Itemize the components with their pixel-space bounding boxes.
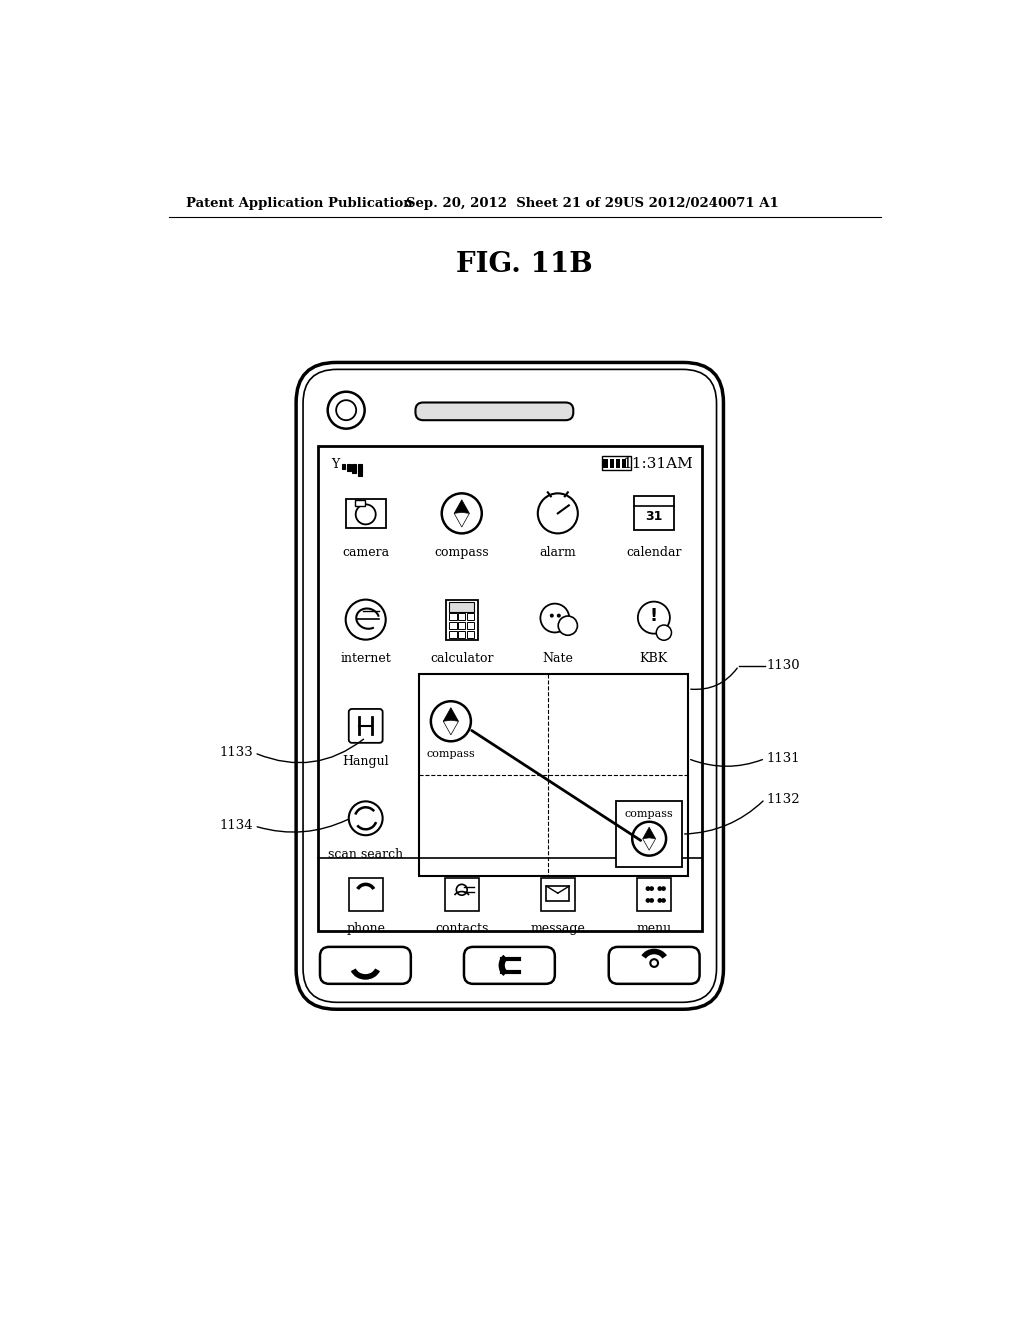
Text: Y: Y bbox=[332, 458, 340, 471]
Text: compass: compass bbox=[625, 809, 674, 818]
Circle shape bbox=[645, 886, 650, 891]
Bar bbox=[541, 878, 574, 911]
Bar bbox=[615, 459, 621, 469]
Circle shape bbox=[557, 614, 561, 618]
Text: menu: menu bbox=[636, 923, 672, 936]
Bar bbox=[354, 500, 365, 506]
Bar bbox=[450, 631, 457, 638]
Circle shape bbox=[657, 886, 663, 891]
Circle shape bbox=[328, 392, 365, 429]
Text: 11:31AM: 11:31AM bbox=[622, 457, 692, 471]
Text: Sep. 20, 2012  Sheet 21 of 29: Sep. 20, 2012 Sheet 21 of 29 bbox=[407, 197, 624, 210]
Circle shape bbox=[638, 602, 670, 634]
Circle shape bbox=[336, 400, 356, 420]
Bar bbox=[450, 602, 474, 612]
Bar bbox=[458, 631, 465, 638]
Bar bbox=[346, 499, 386, 528]
Text: message: message bbox=[530, 923, 586, 936]
Text: Hangul: Hangul bbox=[342, 755, 389, 768]
Bar bbox=[357, 465, 361, 475]
Circle shape bbox=[649, 898, 654, 903]
Circle shape bbox=[349, 801, 383, 836]
Circle shape bbox=[656, 626, 672, 640]
Text: 1130: 1130 bbox=[767, 659, 800, 672]
FancyBboxPatch shape bbox=[349, 709, 383, 743]
Text: Nate: Nate bbox=[543, 652, 573, 665]
Text: 1132: 1132 bbox=[767, 792, 800, 805]
Bar bbox=[450, 614, 457, 620]
Text: internet: internet bbox=[340, 652, 391, 665]
Bar bbox=[467, 631, 474, 638]
Circle shape bbox=[657, 898, 663, 903]
Text: calendar: calendar bbox=[626, 545, 682, 558]
Polygon shape bbox=[443, 708, 459, 721]
Text: 31: 31 bbox=[645, 511, 663, 524]
Bar bbox=[450, 622, 457, 630]
Bar bbox=[349, 878, 383, 911]
Circle shape bbox=[431, 701, 471, 742]
Bar bbox=[616, 801, 682, 867]
Text: FIG. 11B: FIG. 11B bbox=[457, 251, 593, 279]
Bar bbox=[603, 459, 608, 469]
Circle shape bbox=[550, 614, 554, 618]
Text: camera: camera bbox=[342, 545, 389, 558]
Text: calculator: calculator bbox=[430, 652, 494, 665]
Bar bbox=[467, 614, 474, 620]
Bar bbox=[637, 878, 671, 911]
Text: scan search: scan search bbox=[328, 847, 403, 861]
Circle shape bbox=[645, 898, 650, 903]
Circle shape bbox=[441, 494, 481, 533]
Text: KBK: KBK bbox=[640, 652, 668, 665]
Text: compass: compass bbox=[426, 748, 475, 759]
Polygon shape bbox=[455, 512, 469, 527]
Text: US 2012/0240071 A1: US 2012/0240071 A1 bbox=[624, 197, 779, 210]
FancyBboxPatch shape bbox=[608, 946, 699, 983]
Circle shape bbox=[346, 599, 386, 640]
Bar bbox=[458, 614, 465, 620]
Text: 1131: 1131 bbox=[767, 752, 800, 766]
Circle shape bbox=[662, 898, 666, 903]
FancyBboxPatch shape bbox=[296, 363, 724, 1010]
Circle shape bbox=[650, 960, 658, 968]
Text: 1134: 1134 bbox=[219, 820, 253, 833]
Text: phone: phone bbox=[346, 923, 385, 936]
Bar bbox=[342, 465, 345, 469]
Bar bbox=[634, 496, 674, 531]
Polygon shape bbox=[643, 828, 655, 838]
Polygon shape bbox=[443, 721, 459, 735]
Text: !: ! bbox=[650, 607, 658, 624]
Bar bbox=[467, 622, 474, 630]
Polygon shape bbox=[455, 500, 469, 513]
Text: compass: compass bbox=[434, 545, 489, 558]
Bar bbox=[458, 622, 465, 630]
Bar bbox=[622, 459, 627, 469]
Bar bbox=[444, 878, 478, 911]
Circle shape bbox=[649, 886, 654, 891]
Circle shape bbox=[662, 886, 666, 891]
Circle shape bbox=[538, 494, 578, 533]
FancyBboxPatch shape bbox=[464, 946, 555, 983]
Circle shape bbox=[355, 504, 376, 524]
Text: alarm: alarm bbox=[540, 545, 577, 558]
Text: 1133: 1133 bbox=[219, 746, 253, 759]
Circle shape bbox=[558, 616, 578, 635]
Circle shape bbox=[457, 884, 467, 895]
Bar bbox=[317, 446, 701, 931]
Bar bbox=[347, 465, 351, 471]
Bar bbox=[419, 673, 688, 876]
Polygon shape bbox=[643, 838, 655, 850]
Circle shape bbox=[541, 603, 569, 632]
FancyBboxPatch shape bbox=[319, 946, 411, 983]
Bar bbox=[445, 599, 478, 640]
Text: Patent Application Publication: Patent Application Publication bbox=[186, 197, 413, 210]
Bar bbox=[602, 457, 631, 470]
Bar bbox=[546, 886, 569, 902]
Text: contacts: contacts bbox=[435, 923, 488, 936]
Bar bbox=[609, 459, 614, 469]
Circle shape bbox=[632, 822, 666, 855]
FancyBboxPatch shape bbox=[416, 403, 573, 420]
Bar bbox=[352, 465, 356, 474]
